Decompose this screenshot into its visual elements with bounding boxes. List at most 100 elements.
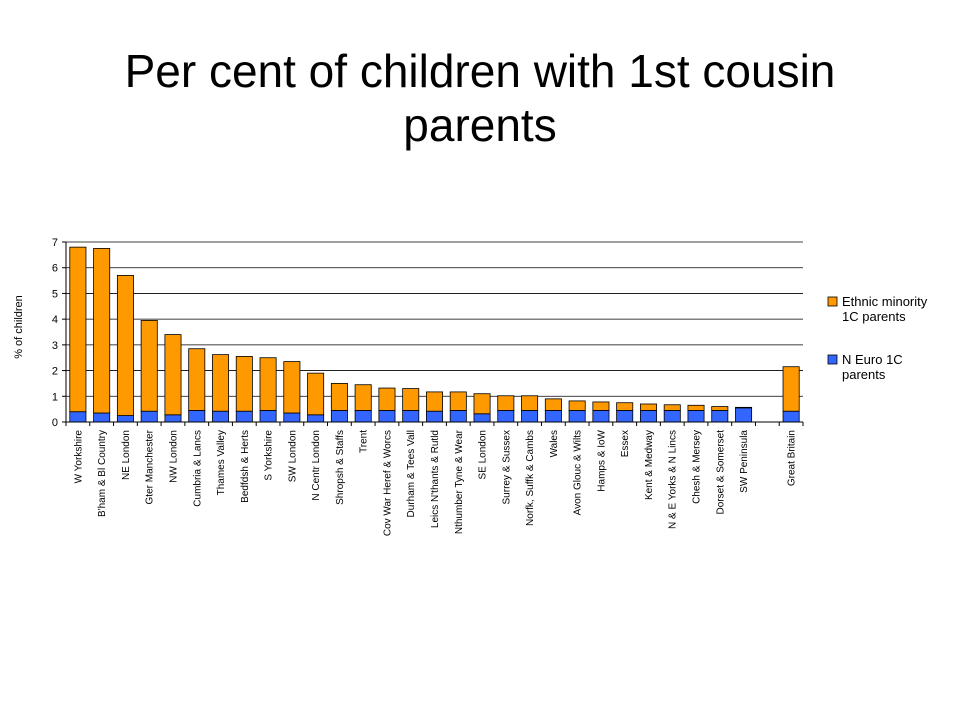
bar-segment [544,398,562,411]
bar-segment [116,275,134,416]
y-tick-label: 6 [52,263,58,275]
bar-segment [354,384,372,411]
x-tick-label: SE London [478,430,489,480]
x-tick-label: Hamps & IoW [596,429,607,491]
bar-segment [188,410,206,423]
y-tick-label: 5 [52,288,58,300]
bar-segment [521,410,539,423]
bar-segment [235,410,253,423]
x-tick-label: B'ham & Bl Country [97,430,108,517]
x-tick-label: Cumbria & Lancs [192,430,203,507]
y-tick-label: 3 [52,340,58,352]
bar-segment [212,410,230,423]
bar-segment [473,393,491,415]
bar-segment [592,410,610,423]
x-tick-label: N & E Yorks & N Lincs [668,430,679,529]
bar-segment [140,320,158,412]
bar-segment [378,387,396,411]
x-tick-label: Surrey & Sussex [501,430,512,504]
x-tick-label: Trent [359,430,370,453]
x-tick-label: Dorset & Somerset [715,430,726,515]
x-tick-label: Leics N'thants & Rutld [430,430,441,528]
x-tick-label: Great Britain [787,430,798,486]
x-tick-label: Durham & Tees Vall [406,430,417,517]
axes [62,241,804,426]
x-tick-labels: W Yorkshire B'ham & Bl Country NE London Gt… [73,429,797,536]
bar-segment [497,395,515,411]
x-tick-label: Thames Valley [216,430,227,495]
x-tick-label: Avon Glouc & Wilts [573,430,584,515]
bar-segment [616,410,634,423]
bar-segment [402,410,420,423]
bar-segment [116,415,134,423]
bar-segment [782,410,800,423]
bar-segment [330,410,348,423]
bar-segment [639,410,657,423]
bar-segment [69,411,87,423]
bar-segment [687,404,705,411]
bar-segment [426,410,443,423]
x-tick-label: Kent & Medway [644,430,655,500]
legend: Ethnic minority 1C parents N Euro 1C parent… [827,294,928,382]
bar-segment [188,348,206,411]
y-tick-label: 4 [52,314,58,326]
bar-segment [93,248,111,414]
bar-segment [449,391,467,411]
x-tick-label: N Centr London [311,430,322,501]
legend-swatch [827,354,838,365]
bar-segment [663,410,681,423]
bar-segment [497,410,515,423]
x-tick-label: Wales [549,430,560,457]
bar-segment [568,410,586,423]
bar-segment [639,403,657,411]
x-tick-label: NW London [168,430,179,483]
x-tick-label: S Yorkshire [264,430,275,481]
bar-segment [354,410,372,423]
bar-segment [711,410,729,423]
x-tick-label: NE London [121,430,132,480]
bar-segment [235,356,253,412]
x-tick-label: Gter Manchester [145,429,156,504]
y-tick-label: 0 [52,417,58,429]
x-tick-label: Norfk, Suffk & Cambs [525,430,536,526]
bars [69,246,800,423]
x-tick-label: Chesh & Mersey [692,430,703,504]
bar-segment [93,412,111,423]
bar-segment [568,400,586,411]
bar-segment [140,410,158,423]
y-tick-label: 2 [52,366,58,378]
bar-segment [782,366,800,412]
legend-swatch [827,296,838,307]
y-axis-label: % of children [13,295,25,359]
bar-segment [307,372,325,416]
bar-segment [259,357,277,411]
y-tick-label: 7 [52,237,58,249]
bar-segment [735,407,753,423]
bar-segment [164,334,182,416]
bar-segment [259,410,277,423]
bar-segment [687,410,705,423]
bar-segment [592,401,610,411]
bar-segment [402,388,420,411]
bar-segment [283,361,301,414]
x-tick-label: Shropsh & Staffs [335,430,346,505]
x-tick-label: Nthumber Tyne & Wear [454,429,465,534]
bar-segment [164,414,182,423]
x-tick-label: Cov War Heref & Worcs [382,430,393,536]
legend-label: N Euro 1C parents [842,352,903,382]
bar-segment [544,410,562,423]
bar-segment [378,410,396,423]
bar-segment [283,412,301,423]
y-tick-label: 1 [52,391,58,403]
bar-segment [307,414,325,423]
bar-segment [330,383,348,411]
bar-segment [69,246,87,413]
y-tick-labels: 0 1 2 3 4 5 6 7 [52,237,58,429]
x-tick-label: SW London [287,430,298,482]
bar-segment [473,413,491,423]
x-tick-label: W Yorkshire [73,430,84,484]
x-tick-label: SW Peninsula [739,430,750,493]
bar-segment [616,402,634,411]
bar-segment [521,395,539,411]
